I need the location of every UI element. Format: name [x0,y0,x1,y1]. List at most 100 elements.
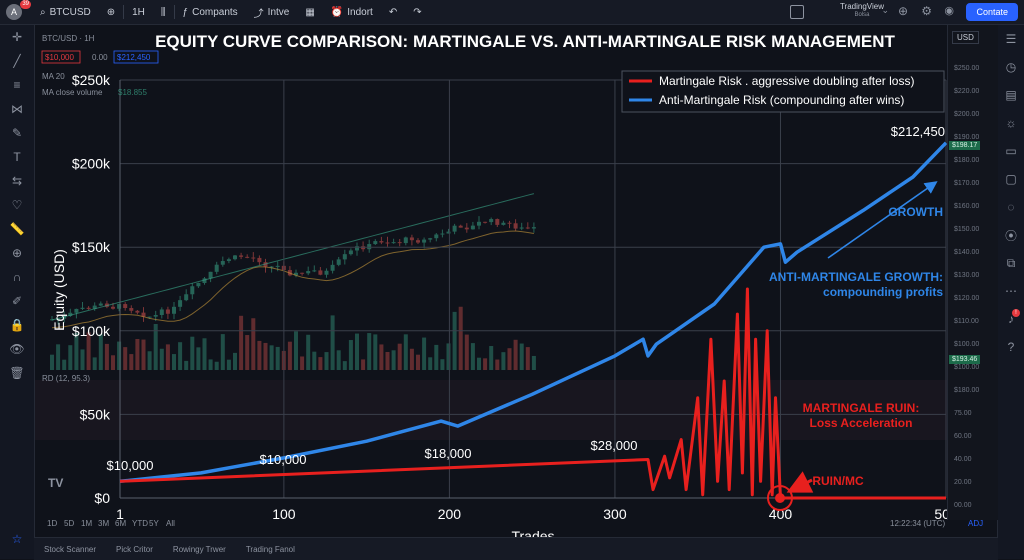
indicators-icon: ⤴ [253,8,264,20]
lock-icon[interactable]: 🔒 [9,318,25,332]
notifications-icon[interactable]: ◌ [1007,200,1015,214]
bottom-tab-2[interactable]: Pick Critor [116,544,153,554]
price-scale-label: 40.00 [954,456,972,463]
undo-icon: ↶ [388,6,398,18]
bg-candle-body [422,239,427,243]
bg-candle-body [525,227,530,229]
bg-candle-body [458,225,463,228]
bg-volume-bar [111,355,115,370]
bg-volume-bar [483,358,488,370]
clock-icon[interactable]: ◷ [1005,60,1017,74]
bottom-tab-4[interactable]: Trading Fanol [245,544,295,554]
bg-candle-body [190,286,195,295]
indicators-button[interactable]: ⤴ Intve [246,0,298,24]
layout-toggle-icon[interactable] [790,5,804,19]
time-range-button[interactable]: YTD [132,519,148,528]
magnet-icon[interactable]: ∩ [12,270,22,284]
bg-candle-body [531,227,536,229]
chevron-down-icon[interactable]: ⌄ [881,5,889,15]
bg-price-badge-3: $212,450 [117,53,151,62]
fib-icon[interactable]: ≡ [13,78,21,92]
bg-volume-bar [245,335,250,370]
bg-candle-body [117,304,122,309]
settings-icon[interactable]: ⚙ [921,4,932,18]
crosshair-icon[interactable]: ✛ [11,30,23,44]
heart-icon[interactable]: ♡ [11,198,23,212]
bottom-tab-1[interactable]: Stock Scanner [44,544,97,554]
brush-icon[interactable]: ✎ [11,126,23,140]
bg-volume-bar [257,340,262,370]
interval-button[interactable]: 1H [124,0,153,24]
help-icon[interactable]: ? [1007,340,1015,354]
bg-candle-body [178,300,183,307]
add-symbol-button[interactable]: ⊕ [99,0,123,24]
y-tick-label: $0 [94,490,110,506]
bg-volume-bar [141,339,146,370]
chart-title: EQUITY CURVE COMPARISON: MARTINGALE VS. … [155,32,895,51]
bg-volume-bar [324,352,329,370]
measure-icon[interactable]: ⇆ [11,174,23,188]
time-range-button[interactable]: 1D [47,519,57,528]
lightbulb-icon[interactable]: ☼ [1005,116,1017,130]
watchlist-icon[interactable]: ☰ [1005,32,1017,46]
contact-button[interactable]: Contate [966,3,1018,21]
camera-icon[interactable]: ◉ [944,5,954,17]
chat-icon[interactable]: ▭ [1005,144,1017,158]
price-scale[interactable]: USD $250.00 $220.00 $200.00 $190.00 $180.00 $… [947,25,998,520]
redo-button[interactable]: ↷ [405,0,429,24]
bg-volume-bar [269,345,274,370]
bg-volume-bar [464,334,469,370]
time-range-button[interactable]: 1M [81,519,92,528]
bg-volume-bar [74,332,79,370]
compare-label: Compants [192,6,238,18]
layouts-button[interactable]: ▦ [297,0,322,24]
bg-ma-volume-label: MA close volume [42,88,103,97]
messages-icon[interactable]: ▢ [1005,172,1017,186]
zoom-icon[interactable]: ⊕ [897,4,908,18]
bg-volume-bar [226,359,231,370]
bg-volume-bar [495,359,500,370]
undo-button[interactable]: ↶ [381,0,405,24]
time-range-button[interactable]: 6M [115,519,126,528]
bg-volume-bar [342,361,347,370]
bg-volume-bar [68,345,73,370]
alerts-icon[interactable]: ♪! [998,305,1024,333]
star-icon[interactable]: ☆ [11,532,23,546]
trash-icon[interactable]: 🗑 [9,366,25,380]
user-avatar[interactable]: A 39 [6,0,31,20]
calendar-icon[interactable]: ▤ [1005,88,1017,102]
bg-candle-body [159,309,164,315]
zoom-in-icon[interactable]: ⊕ [11,246,23,260]
currency-selector[interactable]: USD [952,31,979,44]
label-mid-value-2: $18,000 [425,446,472,461]
symbol-search-button[interactable]: ⌕ BTCUSD [32,0,99,24]
time-range-button[interactable]: 5Y [149,519,159,528]
bg-candle-body [434,234,439,239]
price-scale-label: $100.00 [954,341,980,348]
compare-button[interactable]: ƒ Compants [175,0,246,24]
bg-candle-body [275,265,280,267]
bg-volume-bar [525,347,530,370]
eye-icon[interactable]: 👁 [9,342,25,356]
time-range-button[interactable]: All [166,519,175,528]
trend-line-icon[interactable]: ╱ [13,54,21,68]
pattern-icon[interactable]: ⋈ [11,102,23,116]
y-tick-label: $50k [80,406,111,422]
alert-button[interactable]: ⏰ Indort [323,0,381,24]
lock-drawings-icon[interactable]: ✐ [11,294,23,308]
time-range-button[interactable]: 3M [98,519,109,528]
ruler-icon[interactable]: 📏 [9,222,25,236]
bg-volume-bar [300,356,305,370]
left-drawing-toolbar: ✛ ╱ ≡ ⋈ ✎ T ⇆ ♡ 📏 ⊕ ∩ ✐ 🔒 👁 🗑 ☆ [0,25,35,559]
chart-type-button[interactable]: ⫼ [153,0,174,24]
text-icon[interactable]: T [13,150,21,164]
indicators-label: Intve [267,6,290,18]
broadcast-icon[interactable]: ⦿ [1004,228,1017,243]
time-range-button[interactable]: 5D [64,519,74,528]
menu-dots-icon[interactable]: ⋯ [1005,284,1017,298]
background-volume [50,306,536,370]
bottom-tab-3[interactable]: Rowingy Trwer [172,544,226,554]
right-sidebar: ☰ ◷ ▤ ☼ ▭ ▢ ◌ ⦿ ⧉ ⋯ ♪! ? [997,25,1024,559]
layers-icon[interactable]: ⧉ [1006,255,1016,270]
